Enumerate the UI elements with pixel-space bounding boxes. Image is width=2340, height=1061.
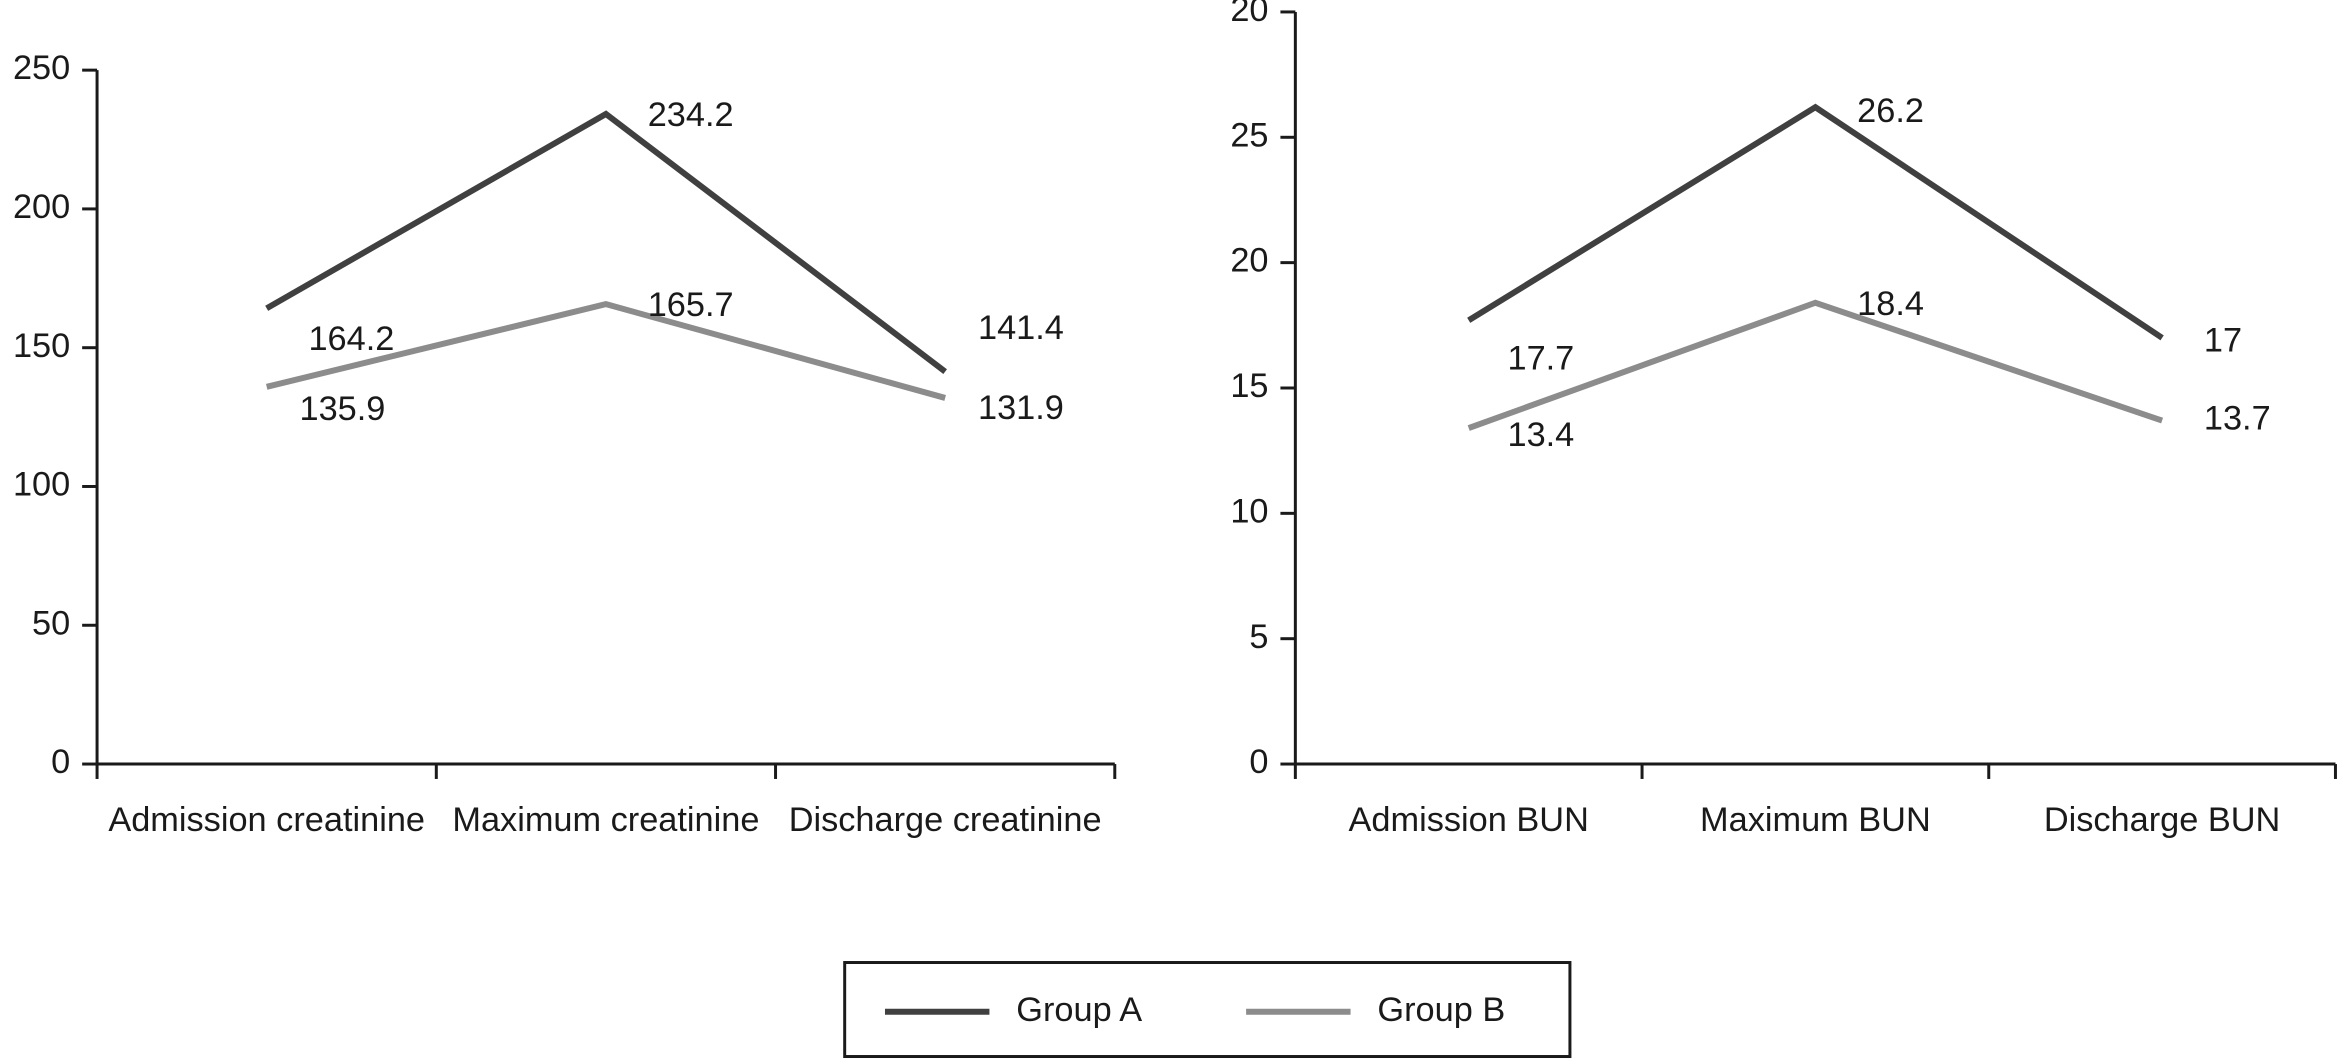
series-line xyxy=(265,301,946,401)
data-label: 18.4 xyxy=(1857,285,1924,323)
y-tick-label: 10 xyxy=(1230,492,1268,530)
y-tick-label: 50 xyxy=(32,604,70,642)
y-tick-label: 5 xyxy=(1249,618,1268,656)
x-tick-label-box: Maximum BUN xyxy=(1700,799,1931,839)
x-tick-label: Discharge BUN xyxy=(2043,799,2281,839)
data-label: 13.7 xyxy=(2204,400,2271,438)
y-tick-label: 20 xyxy=(1230,0,1268,29)
data-label: 164.2 xyxy=(308,320,394,358)
x-tick-label: Maximum creatinine xyxy=(452,799,760,839)
y-tick-label: 200 xyxy=(13,188,70,226)
data-label: 135.9 xyxy=(300,390,386,428)
legend-label: Group B xyxy=(1377,991,1505,1029)
x-tick-label: Discharge creatinine xyxy=(788,799,1102,839)
x-tick-label-box: Maximum creatinine xyxy=(452,799,760,839)
series-line xyxy=(1467,299,2164,431)
x-tick-label-box: Discharge creatinine xyxy=(788,799,1102,839)
y-tick-label: 250 xyxy=(13,49,70,87)
series-line xyxy=(265,110,947,374)
y-tick-label: 0 xyxy=(51,743,70,781)
data-label: 26.2 xyxy=(1857,92,1924,130)
data-label: 131.9 xyxy=(978,389,1064,427)
y-tick-label: 0 xyxy=(1249,743,1268,781)
y-tick-label: 15 xyxy=(1230,367,1268,405)
x-tick-label: Maximum BUN xyxy=(1700,799,1931,839)
y-tick-label: 150 xyxy=(13,327,70,365)
y-tick-label: 100 xyxy=(13,466,70,504)
series-line xyxy=(1467,103,2164,341)
data-label: 234.2 xyxy=(648,96,734,134)
data-label: 141.4 xyxy=(978,309,1064,347)
y-tick-label: 20 xyxy=(1230,242,1268,280)
x-tick-label-box: Admission BUN xyxy=(1348,799,1589,839)
data-label: 165.7 xyxy=(648,286,734,324)
y-tick-label: 25 xyxy=(1230,116,1268,154)
legend-box xyxy=(843,961,1572,1059)
data-label: 17 xyxy=(2204,321,2242,359)
legend-label: Group A xyxy=(1016,991,1142,1029)
x-tick-label: Admission BUN xyxy=(1348,799,1589,839)
data-label: 17.7 xyxy=(1508,340,1575,378)
x-tick-label-box: Discharge BUN xyxy=(2043,799,2281,839)
x-tick-label: Admission creatinine xyxy=(108,799,426,839)
data-label: 13.4 xyxy=(1508,416,1575,454)
x-tick-label-box: Admission creatinine xyxy=(108,799,426,839)
